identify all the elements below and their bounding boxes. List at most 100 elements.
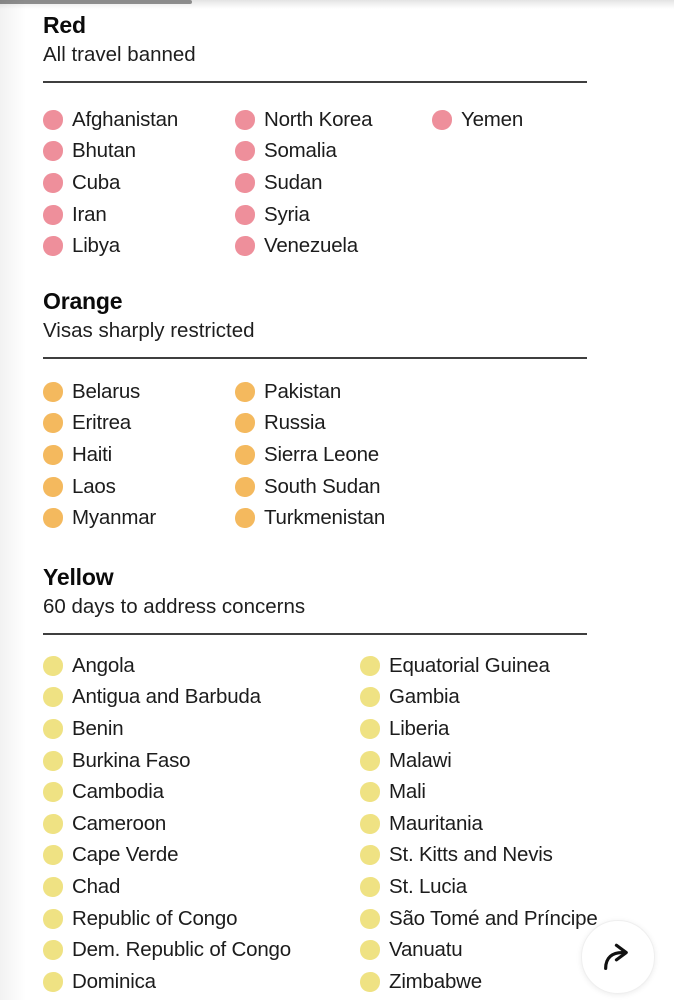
country-label: Laos <box>72 474 116 498</box>
country-label: Belarus <box>72 379 141 403</box>
section-orange: Orange Visas sharply restricted Belarus E… <box>43 286 631 534</box>
red-dot-icon <box>43 141 63 162</box>
country-label: Vanuatu <box>389 938 463 962</box>
country-label: St. Lucia <box>389 874 467 898</box>
country-item: Myanmar <box>43 502 235 534</box>
country-label: Malawi <box>389 748 452 772</box>
country-label: Cuba <box>72 170 121 194</box>
country-item: Benin <box>43 713 360 745</box>
country-label: Somalia <box>264 139 337 163</box>
country-item: Cameroon <box>43 808 360 840</box>
yellow-dot-icon <box>360 718 380 739</box>
red-dot-icon <box>432 109 452 130</box>
country-label: Haiti <box>72 442 113 466</box>
yellow-dot-icon <box>360 876 380 897</box>
orange-dot-icon <box>235 444 255 465</box>
yellow-dot-icon <box>360 971 380 992</box>
red-dot-icon <box>43 109 63 130</box>
red-dot-icon <box>235 204 255 225</box>
country-label: Eritrea <box>72 411 131 435</box>
country-item: Malawi <box>360 745 598 777</box>
section-red: Red All travel banned Afghanistan Bhutan C… <box>43 10 631 262</box>
country-label: Equatorial Guinea <box>389 653 550 677</box>
orange-dot-icon <box>43 381 63 402</box>
red-dot-icon <box>235 141 255 162</box>
yellow-dot-icon <box>360 750 380 771</box>
share-arrow-icon <box>604 943 628 970</box>
yellow-dot-icon <box>43 845 63 866</box>
country-item: Syria <box>235 199 432 231</box>
country-item: Iran <box>43 199 235 231</box>
country-item: Vanuatu <box>360 934 598 966</box>
country-item: Zimbabwe <box>360 966 598 998</box>
section-divider-orange <box>43 357 587 359</box>
share-button[interactable] <box>581 920 655 994</box>
country-item: Sierra Leone <box>235 439 385 471</box>
country-label: Cambodia <box>72 780 164 804</box>
country-label: Mauritania <box>389 811 483 835</box>
orange-dot-icon <box>235 413 255 434</box>
section-yellow: Yellow 60 days to address concerns Angol… <box>43 562 631 998</box>
country-label: Republic of Congo <box>72 906 238 930</box>
country-label: Antigua and Barbuda <box>72 685 261 709</box>
red-dot-icon <box>43 204 63 225</box>
yellow-dot-icon <box>43 718 63 739</box>
yellow-dot-icon <box>43 687 63 708</box>
orange-dot-icon <box>43 476 63 497</box>
country-label: São Tomé and Príncipe <box>389 906 598 930</box>
orange-dot-icon <box>43 444 63 465</box>
country-item: Republic of Congo <box>43 903 360 935</box>
country-label: Russia <box>264 411 326 435</box>
country-item: Turkmenistan <box>235 502 385 534</box>
yellow-dot-icon <box>43 750 63 771</box>
yellow-dot-icon <box>43 971 63 992</box>
country-label: Gambia <box>389 685 460 709</box>
country-label: Liberia <box>389 716 450 740</box>
country-label: Cameroon <box>72 811 167 835</box>
country-item: Burkina Faso <box>43 745 360 777</box>
country-label: Dominica <box>72 969 156 993</box>
country-label: Benin <box>72 716 124 740</box>
yellow-dot-icon <box>43 655 63 676</box>
country-label: Pakistan <box>264 379 342 403</box>
country-column: Pakistan Russia Sierra Leone South Sudan Tur… <box>235 376 385 534</box>
yellow-dot-icon <box>360 687 380 708</box>
country-column: Equatorial Guinea Gambia Liberia Malawi Mali… <box>360 650 598 998</box>
country-item: Pakistan <box>235 376 385 408</box>
country-item: Chad <box>43 871 360 903</box>
red-dot-icon <box>43 236 63 257</box>
country-item: Antigua and Barbuda <box>43 682 360 714</box>
section-divider-yellow <box>43 633 587 635</box>
yellow-dot-icon <box>360 782 380 803</box>
country-column: Afghanistan Bhutan Cuba Iran Libya <box>43 104 235 262</box>
country-item: Mali <box>360 776 598 808</box>
country-item: St. Kitts and Nevis <box>360 840 598 872</box>
left-edge-shadow <box>0 0 26 1000</box>
top-edge-strip-dark-segment <box>0 0 192 4</box>
country-item: Libya <box>43 230 235 262</box>
country-label: Cape Verde <box>72 843 179 867</box>
country-item: Laos <box>43 471 235 503</box>
country-label: Iran <box>72 202 107 226</box>
country-item: Mauritania <box>360 808 598 840</box>
country-label: Venezuela <box>264 234 358 258</box>
country-label: St. Kitts and Nevis <box>389 843 553 867</box>
section-subtitle-orange: Visas sharply restricted <box>43 319 255 342</box>
country-item: Somalia <box>235 136 432 168</box>
red-dot-icon <box>235 172 255 193</box>
section-subtitle-red: All travel banned <box>43 43 196 66</box>
country-label: Chad <box>72 874 121 898</box>
country-label: Yemen <box>461 107 524 131</box>
country-item: Sudan <box>235 167 432 199</box>
country-item: Yemen <box>432 104 523 136</box>
section-title-red: Red <box>43 12 86 38</box>
country-label: Mali <box>389 780 426 804</box>
country-item: Belarus <box>43 376 235 408</box>
country-columns-red: Afghanistan Bhutan Cuba Iran Libya North Kore… <box>43 104 631 262</box>
yellow-dot-icon <box>43 908 63 929</box>
country-label: North Korea <box>264 107 373 131</box>
section-title-yellow: Yellow <box>43 564 114 590</box>
country-label: Libya <box>72 234 121 258</box>
country-item: Angola <box>43 650 360 682</box>
